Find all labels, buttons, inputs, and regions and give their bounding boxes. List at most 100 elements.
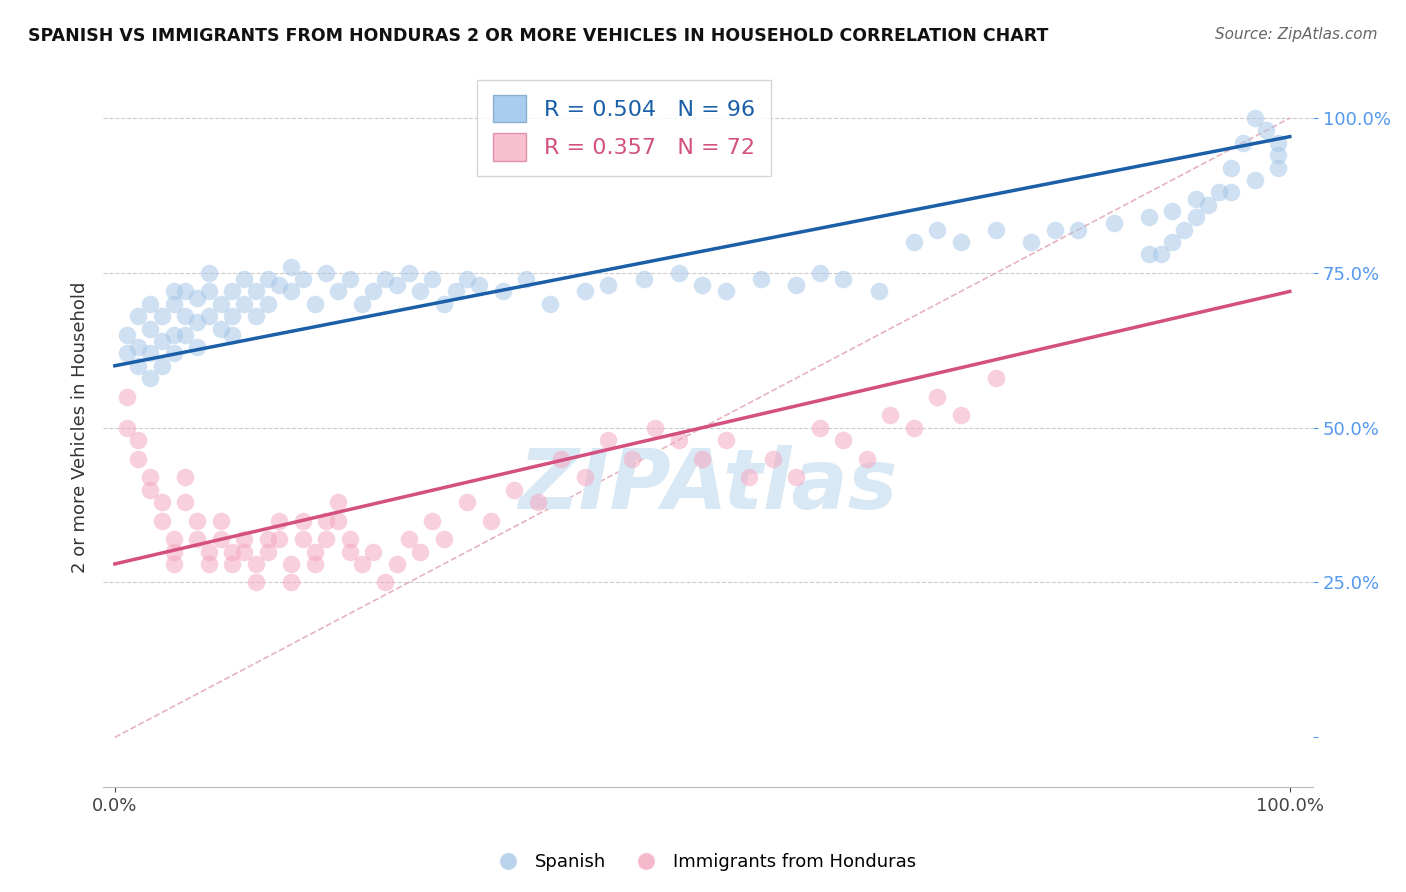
Point [304, 544, 326, 558]
Point [433, 297, 456, 311]
Point [269, 278, 291, 293]
Point [291, 532, 314, 546]
Point [409, 544, 432, 558]
Point [984, 371, 1007, 385]
Point [115, 327, 138, 342]
Point [339, 272, 361, 286]
Point [139, 483, 162, 497]
Point [245, 557, 267, 571]
Point [233, 532, 256, 546]
Point [280, 285, 302, 299]
Point [209, 321, 232, 335]
Point [269, 514, 291, 528]
Point [1232, 136, 1254, 150]
Point [363, 544, 385, 558]
Point [256, 297, 278, 311]
Point [374, 575, 396, 590]
Text: SPANISH VS IMMIGRANTS FROM HONDURAS 2 OR MORE VEHICLES IN HOUSEHOLD CORRELATION : SPANISH VS IMMIGRANTS FROM HONDURAS 2 OR… [28, 27, 1049, 45]
Point [1243, 173, 1265, 187]
Point [162, 297, 184, 311]
Point [738, 470, 761, 484]
Point [139, 346, 162, 360]
Point [350, 297, 373, 311]
Point [1021, 235, 1043, 249]
Point [1161, 235, 1184, 249]
Point [503, 483, 526, 497]
Point [291, 514, 314, 528]
Point [269, 532, 291, 546]
Point [186, 340, 208, 354]
Point [127, 433, 149, 447]
Point [808, 266, 831, 280]
Point [280, 260, 302, 274]
Point [620, 451, 643, 466]
Legend: Spanish, Immigrants from Honduras: Spanish, Immigrants from Honduras [482, 847, 924, 879]
Point [868, 285, 890, 299]
Point [162, 285, 184, 299]
Point [692, 451, 714, 466]
Point [714, 285, 737, 299]
Point [714, 433, 737, 447]
Point [1256, 123, 1278, 137]
Point [162, 346, 184, 360]
Point [209, 297, 232, 311]
Point [198, 310, 221, 324]
Point [574, 285, 596, 299]
Point [162, 532, 184, 546]
Point [233, 297, 256, 311]
Point [150, 495, 173, 509]
Point [326, 495, 349, 509]
Point [139, 371, 162, 385]
Point [903, 420, 925, 434]
Point [927, 222, 949, 236]
Point [280, 557, 302, 571]
Point [127, 310, 149, 324]
Point [115, 390, 138, 404]
Point [1267, 148, 1289, 162]
Point [209, 514, 232, 528]
Point [1067, 222, 1090, 236]
Point [949, 409, 972, 423]
Point [1043, 222, 1066, 236]
Point [420, 514, 443, 528]
Point [832, 433, 855, 447]
Point [162, 557, 184, 571]
Point [984, 222, 1007, 236]
Point [1137, 210, 1160, 224]
Point [174, 470, 197, 484]
Point [209, 532, 232, 546]
Point [186, 514, 208, 528]
Point [468, 278, 491, 293]
Point [221, 327, 243, 342]
Point [1137, 247, 1160, 261]
Point [785, 470, 807, 484]
Point [574, 470, 596, 484]
Point [762, 451, 785, 466]
Point [668, 433, 690, 447]
Point [221, 557, 243, 571]
Point [256, 544, 278, 558]
Point [139, 470, 162, 484]
Point [420, 272, 443, 286]
Point [409, 285, 432, 299]
Point [633, 272, 655, 286]
Point [233, 272, 256, 286]
Y-axis label: 2 or more Vehicles in Household: 2 or more Vehicles in Household [72, 282, 89, 574]
Point [1184, 210, 1206, 224]
Point [385, 557, 408, 571]
Point [398, 532, 420, 546]
Point [1220, 186, 1243, 200]
Point [326, 514, 349, 528]
Point [1102, 216, 1125, 230]
Point [538, 297, 561, 311]
Point [350, 557, 373, 571]
Point [127, 451, 149, 466]
Point [879, 409, 901, 423]
Point [668, 266, 690, 280]
Point [150, 334, 173, 348]
Point [385, 278, 408, 293]
Point [186, 532, 208, 546]
Point [198, 266, 221, 280]
Point [326, 285, 349, 299]
Point [256, 532, 278, 546]
